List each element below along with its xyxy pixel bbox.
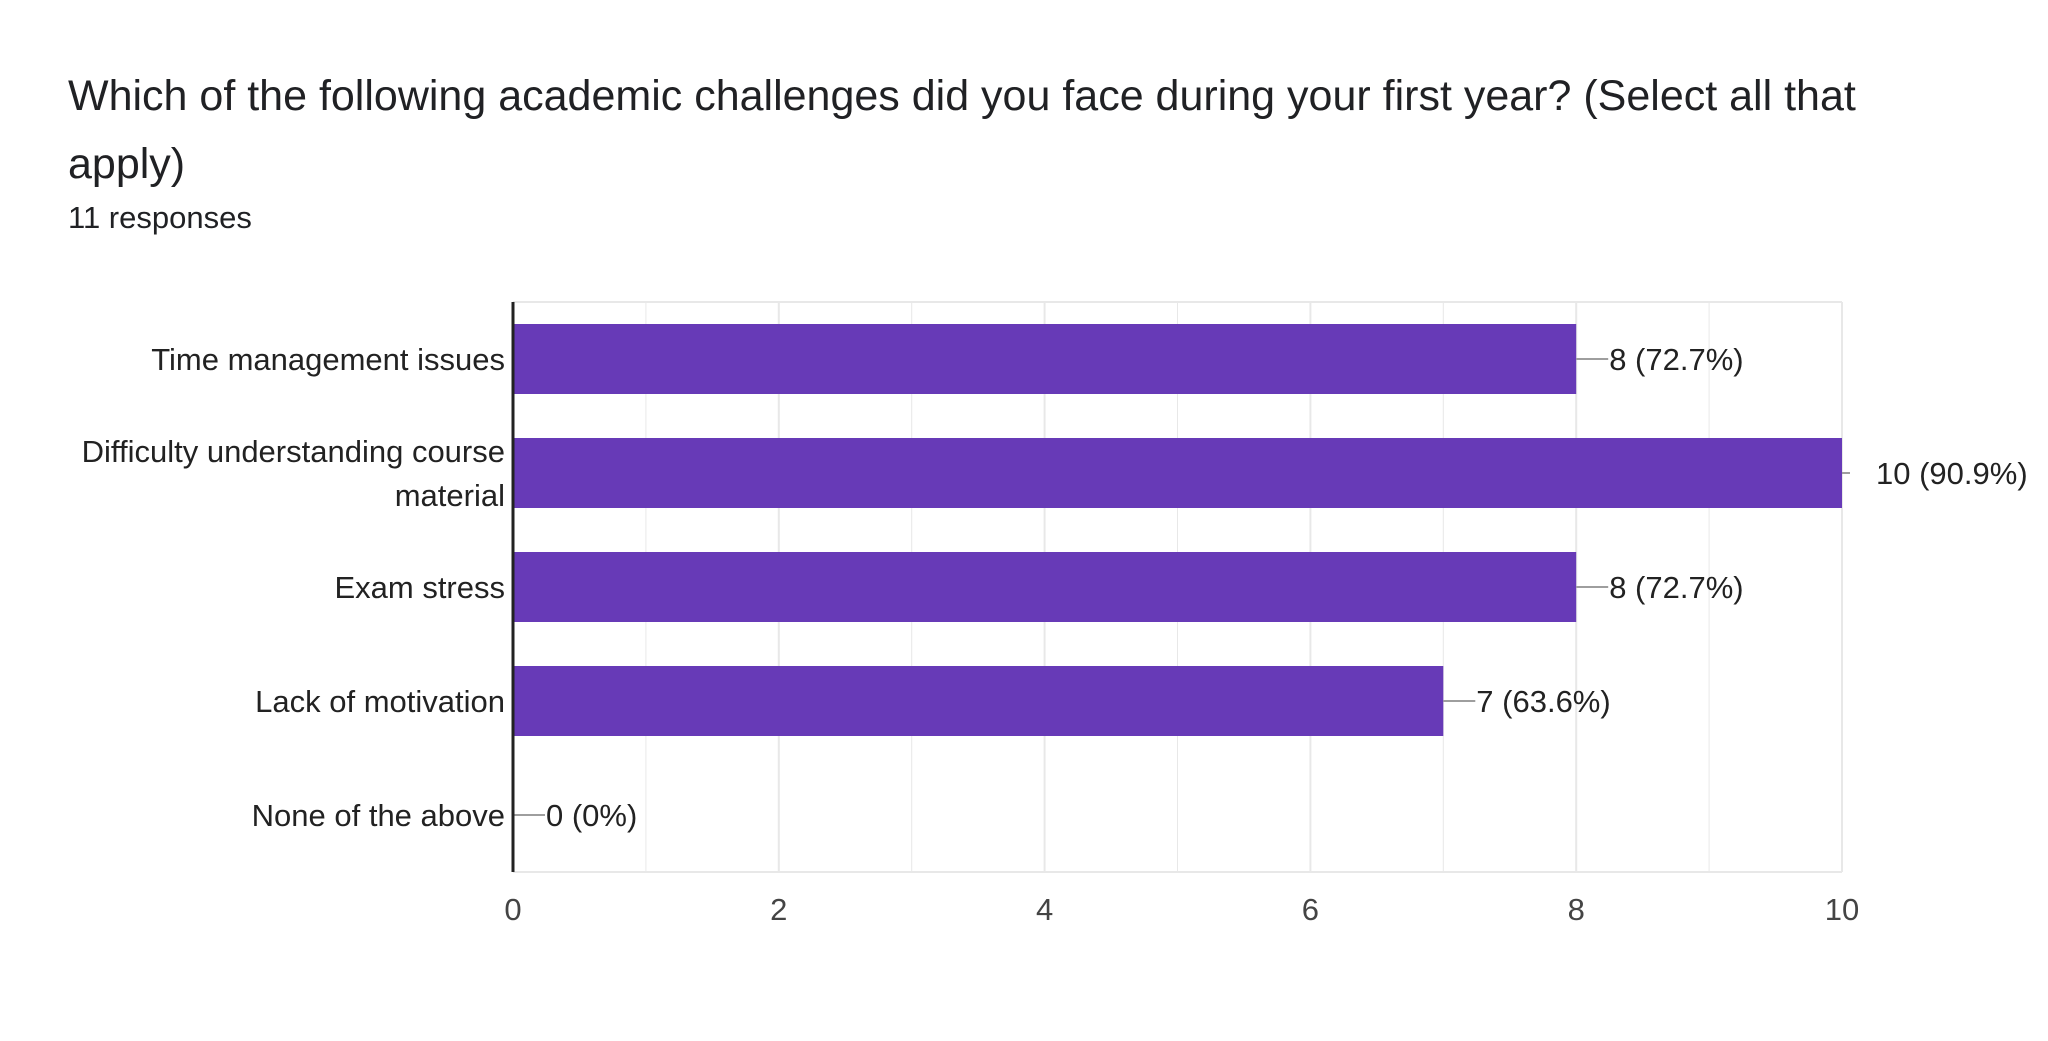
- x-tick-label: 0: [504, 892, 521, 927]
- label-layer: Time management issues 8 (72.7%) Difficult…: [82, 342, 2028, 833]
- x-tick-label: 2: [770, 892, 787, 927]
- data-label: 7 (63.6%): [1476, 684, 1610, 719]
- category-label: Exam stress: [334, 570, 505, 605]
- category-label: material: [395, 478, 505, 513]
- bar-layer: [513, 324, 1842, 736]
- bar: [513, 438, 1842, 508]
- x-tick-label: 4: [1036, 892, 1053, 927]
- data-label: 8 (72.7%): [1609, 570, 1743, 605]
- question-title: Which of the following academic challeng…: [68, 72, 1856, 188]
- x-tick-label: 8: [1568, 892, 1585, 927]
- axis-layer: 0 2 4 6 8 10: [504, 302, 1859, 927]
- bar: [513, 666, 1444, 736]
- category-label: Difficulty understanding course: [82, 434, 505, 469]
- x-tick-label: 6: [1302, 892, 1319, 927]
- bar: [513, 324, 1577, 394]
- category-label: Time management issues: [151, 342, 505, 377]
- response-count: 11 responses: [68, 200, 252, 235]
- data-label: 0 (0%): [546, 798, 637, 833]
- category-label: Lack of motivation: [255, 684, 505, 719]
- category-label: None of the above: [252, 798, 505, 833]
- x-tick-label: 10: [1825, 892, 1859, 927]
- data-label: 10 (90.9%): [1876, 456, 2028, 491]
- data-label: 8 (72.7%): [1609, 342, 1743, 377]
- bar: [513, 552, 1577, 622]
